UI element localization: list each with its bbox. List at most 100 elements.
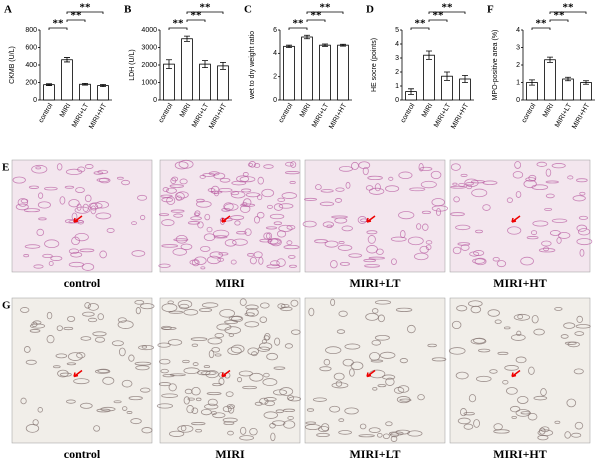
tissue [200, 408, 212, 416]
tissue [278, 203, 294, 209]
y-tick-label: 0 [33, 97, 37, 104]
tissue [418, 163, 424, 172]
tissue [158, 263, 171, 268]
tissue [277, 197, 286, 202]
tissue [99, 250, 107, 259]
tissue [375, 248, 384, 255]
tissue [274, 337, 281, 346]
x-tick-label: MIRI [542, 102, 555, 118]
tissue [84, 164, 94, 169]
tissue [288, 396, 302, 402]
tissue [370, 359, 384, 363]
x-tick-label: MIRI+HT [450, 102, 471, 131]
tissue [273, 366, 286, 370]
panel-label: D [366, 4, 374, 16]
tissue [81, 263, 95, 271]
significance-label: ** [293, 18, 305, 30]
tissue [251, 351, 258, 357]
tissue [329, 405, 341, 413]
tissue [366, 230, 378, 235]
tissue [330, 260, 338, 269]
significance-label: ** [311, 10, 323, 22]
tissue [400, 230, 406, 239]
tissue [25, 424, 40, 433]
tissue [20, 307, 30, 313]
tissue [82, 203, 89, 212]
panel-label: B [124, 4, 132, 16]
tissue [247, 253, 255, 257]
tissue [261, 188, 275, 198]
tissue [191, 422, 206, 426]
tissue [121, 379, 133, 388]
tissue [338, 430, 352, 435]
tissue [393, 386, 405, 394]
tissue [316, 432, 330, 437]
tissue [192, 362, 199, 366]
tissue [214, 332, 225, 338]
x-tick-label: MIRI [179, 102, 192, 118]
tissue [364, 264, 380, 268]
tissue [455, 371, 469, 380]
tissue [473, 419, 480, 428]
tissue [180, 425, 187, 432]
x-tick-label: control [38, 102, 55, 124]
tissue [131, 221, 137, 226]
tissue [455, 224, 471, 231]
tissue [269, 213, 285, 220]
tissue [202, 172, 216, 177]
tissue [183, 367, 200, 374]
tissue [536, 161, 548, 167]
tissue [270, 432, 276, 442]
tissue [42, 253, 53, 259]
tissue [128, 354, 135, 362]
tissue [278, 224, 293, 232]
tissue [17, 198, 29, 207]
tissue [93, 425, 101, 432]
tissue [277, 303, 286, 309]
tissue [425, 244, 432, 251]
tissue [117, 320, 134, 329]
tissue [515, 191, 522, 198]
tissue [572, 195, 586, 202]
tissue [261, 339, 267, 344]
tissue [238, 370, 253, 377]
panel-label: F [487, 4, 494, 16]
tissue [82, 311, 95, 317]
tissue [239, 298, 247, 306]
tissue [385, 185, 400, 193]
tissue [382, 374, 396, 380]
tissue [204, 213, 211, 221]
tissue [254, 401, 263, 406]
tissue [253, 163, 261, 168]
tissue [286, 240, 293, 245]
y-tick-label: 600 [25, 44, 37, 51]
arrow [221, 215, 231, 223]
tissue [425, 240, 433, 245]
tissue [76, 351, 86, 359]
tissue [382, 433, 390, 440]
tissue [566, 398, 577, 408]
tissue [576, 315, 583, 323]
tissue [214, 353, 222, 357]
y-tick-label: 200 [25, 79, 37, 86]
tissue [579, 191, 586, 196]
significance-bracket [549, 11, 587, 14]
tissue [531, 314, 539, 324]
tissue [245, 192, 261, 198]
tissue [257, 176, 264, 185]
x-tick-label: MIRI+HT [208, 102, 229, 131]
tissue [450, 212, 465, 217]
tissue [95, 212, 112, 220]
tissue [227, 346, 242, 356]
x-tick-label: MIRI+LT [71, 102, 91, 129]
tissue [139, 303, 155, 310]
tissue [20, 397, 27, 405]
tissue [504, 365, 519, 371]
tissue [232, 238, 248, 246]
tissue [507, 226, 522, 235]
tissue [231, 180, 247, 186]
y-tick-label: 3 [395, 55, 399, 62]
tissue [207, 337, 223, 345]
tissue [46, 311, 53, 320]
tissue [113, 400, 122, 404]
